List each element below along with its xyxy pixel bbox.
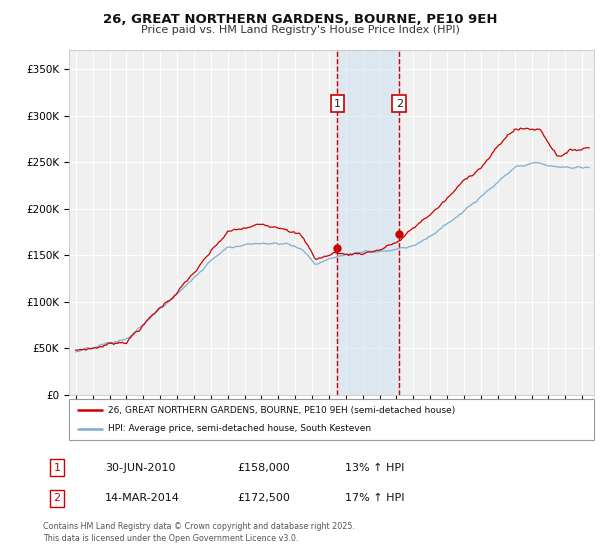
Text: 13% ↑ HPI: 13% ↑ HPI: [345, 463, 404, 473]
Bar: [337, 50, 400, 395]
Text: 26, GREAT NORTHERN GARDENS, BOURNE, PE10 9EH (semi-detached house): 26, GREAT NORTHERN GARDENS, BOURNE, PE10…: [109, 405, 455, 414]
Text: 2: 2: [53, 493, 61, 503]
Text: 14-MAR-2014: 14-MAR-2014: [105, 493, 180, 503]
Text: HPI: Average price, semi-detached house, South Kesteven: HPI: Average price, semi-detached house,…: [109, 424, 371, 433]
Text: 30-JUN-2010: 30-JUN-2010: [105, 463, 176, 473]
Text: 17% ↑ HPI: 17% ↑ HPI: [345, 493, 404, 503]
Text: 2: 2: [396, 99, 403, 109]
FancyBboxPatch shape: [69, 399, 594, 440]
Text: This data is licensed under the Open Government Licence v3.0.: This data is licensed under the Open Gov…: [43, 534, 299, 543]
Text: £172,500: £172,500: [237, 493, 290, 503]
Text: £158,000: £158,000: [237, 463, 290, 473]
Text: 1: 1: [53, 463, 61, 473]
Text: 26, GREAT NORTHERN GARDENS, BOURNE, PE10 9EH: 26, GREAT NORTHERN GARDENS, BOURNE, PE10…: [103, 13, 497, 26]
Text: Price paid vs. HM Land Registry's House Price Index (HPI): Price paid vs. HM Land Registry's House …: [140, 25, 460, 35]
Text: 1: 1: [334, 99, 341, 109]
Text: Contains HM Land Registry data © Crown copyright and database right 2025.: Contains HM Land Registry data © Crown c…: [43, 522, 355, 531]
